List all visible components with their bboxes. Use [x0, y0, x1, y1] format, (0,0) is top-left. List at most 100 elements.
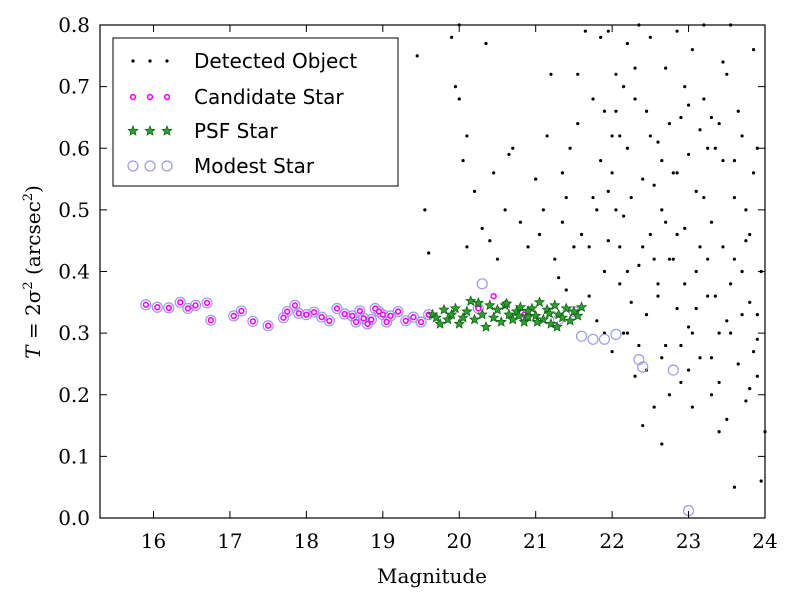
- detected-object-point: [465, 134, 469, 138]
- detected-object-point: [713, 294, 717, 298]
- candidate-star-point: [230, 312, 237, 320]
- detected-object-point: [744, 239, 748, 243]
- psf-star-point: [457, 311, 469, 323]
- y-tick-label: 0.3: [58, 321, 90, 345]
- psf-star-point: [472, 296, 485, 308]
- detected-object-point: [641, 423, 645, 428]
- legend-label-psf: PSF Star: [194, 119, 278, 143]
- modest-star-point: [587, 333, 599, 345]
- detected-object-point: [534, 177, 538, 181]
- detected-object-point: [667, 257, 672, 261]
- legend-markers: [127, 59, 173, 172]
- psf-star-legend-marker: [161, 125, 173, 136]
- candidate-star-point: [417, 318, 425, 326]
- detected-object-point: [729, 331, 733, 335]
- detected-object-point: [595, 208, 599, 212]
- candidate-star-point: [352, 318, 360, 326]
- detected-object-point: [648, 232, 652, 237]
- detected-object-point: [702, 195, 706, 200]
- ticks-layer: 16 17 18 19 20 21 22 23 24 0.0 0.1 0.2 0.3 0.4 0.5 0.6 0…: [58, 13, 778, 553]
- legend: Detected Object Candidate Star PSF Star …: [112, 37, 399, 187]
- detected-object-point: [453, 85, 458, 89]
- detected-object-point: [427, 251, 431, 255]
- detected-object-point: [545, 134, 549, 138]
- psf-star-point: [500, 297, 513, 309]
- detected-object-point: [675, 232, 679, 237]
- x-tick-label: 20: [447, 529, 472, 553]
- detected-object-point: [721, 158, 725, 163]
- candidate-star-point: [303, 311, 310, 318]
- y-tick-label: 0.6: [58, 136, 90, 160]
- detected-object-point: [751, 48, 756, 52]
- psf-star-point: [522, 311, 534, 322]
- detected-object-point: [591, 97, 595, 101]
- detected-object-point: [755, 374, 759, 378]
- modest-star-point: [415, 316, 427, 328]
- modest-star-point: [247, 315, 259, 328]
- detected-object-point: [755, 146, 759, 150]
- psf-star-point: [487, 311, 500, 323]
- psf-star-point: [533, 296, 546, 308]
- psf-star-point: [480, 321, 492, 332]
- detected-object-point: [618, 245, 622, 249]
- detected-object-point: [511, 146, 515, 150]
- candidate-star-point: [291, 302, 299, 309]
- detected-object-point: [709, 356, 714, 360]
- candidate-star-point: [154, 304, 161, 311]
- y-tick-label: 0.0: [58, 506, 90, 530]
- psf-star-point: [495, 316, 507, 327]
- detected-object-point: [706, 257, 710, 261]
- detected-object-point: [495, 257, 500, 261]
- psf-star-point: [522, 305, 534, 316]
- detected-object-point: [725, 72, 729, 76]
- detected-object-point: [725, 319, 729, 323]
- psf-star-point: [476, 308, 488, 320]
- detected-object-point: [629, 195, 633, 200]
- psf-star-point: [537, 313, 549, 325]
- modest-star-point: [182, 302, 194, 315]
- modest-star-legend-marker: [144, 160, 156, 172]
- detected-object-point: [748, 232, 752, 237]
- detected-object-point: [751, 350, 756, 354]
- candidate-star-point: [341, 310, 348, 318]
- detected-object-point: [618, 282, 622, 286]
- detected-object-point: [568, 146, 572, 150]
- modest-star-point: [151, 301, 163, 313]
- detected-object-point: [679, 343, 683, 348]
- candidate-star-point: [249, 318, 257, 325]
- x-tick-label: 19: [370, 529, 395, 553]
- detected-object-point: [625, 269, 630, 274]
- detected-object-point: [656, 140, 660, 144]
- x-tick-label: 17: [217, 529, 242, 553]
- detected-object-point: [637, 343, 641, 348]
- detected-object-point: [664, 66, 668, 70]
- detected-object-point: [507, 152, 511, 157]
- detected-object-point: [488, 239, 492, 243]
- detected-object-point: [679, 380, 683, 385]
- detected-object-point: [541, 208, 545, 212]
- detected-object-point: [641, 177, 645, 181]
- candidate-star-point: [165, 304, 172, 312]
- modest-star-point: [381, 316, 393, 328]
- detected-object-point: [686, 103, 691, 107]
- detected-object-point: [614, 72, 618, 76]
- detected-object-point: [698, 356, 702, 360]
- psf-star-legend-marker: [144, 125, 156, 136]
- detected-object-point: [694, 269, 698, 274]
- x-tick-label: 18: [294, 529, 319, 553]
- psf-star-point: [572, 309, 584, 321]
- modest-star-point: [667, 364, 679, 376]
- detected-object-point: [492, 171, 496, 175]
- detected-object-point: [602, 269, 607, 274]
- detected-object-point: [610, 134, 614, 138]
- psf-star-point: [560, 302, 572, 314]
- detected-object-point: [621, 214, 626, 218]
- candidate-star-point: [203, 299, 211, 307]
- detected-object-point: [683, 85, 687, 89]
- candidate-star-point: [280, 314, 287, 321]
- detected-object-point: [472, 189, 477, 193]
- detected-object-point: [583, 29, 587, 33]
- psf-star-point: [491, 303, 504, 315]
- detected-object-point: [648, 35, 652, 39]
- x-tick-label: 24: [752, 529, 777, 553]
